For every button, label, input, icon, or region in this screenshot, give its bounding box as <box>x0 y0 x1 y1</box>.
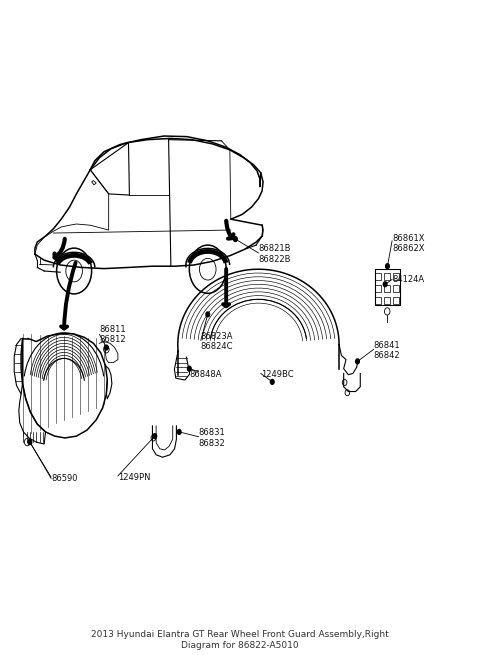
Text: 86831
86832: 86831 86832 <box>199 428 225 447</box>
Bar <box>384 273 390 280</box>
Bar <box>394 273 399 280</box>
Circle shape <box>153 434 156 439</box>
Bar <box>374 269 400 305</box>
Circle shape <box>356 359 360 364</box>
Circle shape <box>188 366 191 371</box>
Text: 84124A: 84124A <box>392 275 424 284</box>
Bar <box>375 273 381 280</box>
Text: 2013 Hyundai Elantra GT Rear Wheel Front Guard Assembly,Right
Diagram for 86822-: 2013 Hyundai Elantra GT Rear Wheel Front… <box>91 630 389 650</box>
Circle shape <box>177 430 181 434</box>
Bar <box>394 285 399 292</box>
Text: 86590: 86590 <box>51 474 78 483</box>
Text: 86821B
86822B: 86821B 86822B <box>258 244 291 264</box>
Bar <box>384 285 390 292</box>
Circle shape <box>270 379 274 384</box>
Circle shape <box>385 264 389 269</box>
Text: 1249BC: 1249BC <box>261 370 293 379</box>
Circle shape <box>28 440 32 445</box>
Text: 86841
86842: 86841 86842 <box>373 341 400 360</box>
Text: 86861X
86862X: 86861X 86862X <box>392 234 425 253</box>
Text: 86811
86812: 86811 86812 <box>99 325 126 344</box>
Circle shape <box>206 312 210 317</box>
Circle shape <box>105 345 108 350</box>
Bar <box>375 297 381 304</box>
Bar <box>375 285 381 292</box>
Text: 86848A: 86848A <box>189 370 222 379</box>
Text: 1249PN: 1249PN <box>118 473 150 481</box>
Bar <box>394 297 399 304</box>
Circle shape <box>384 282 387 287</box>
Bar <box>384 297 390 304</box>
Circle shape <box>234 236 237 242</box>
Text: 86823A
86824C: 86823A 86824C <box>201 332 233 351</box>
